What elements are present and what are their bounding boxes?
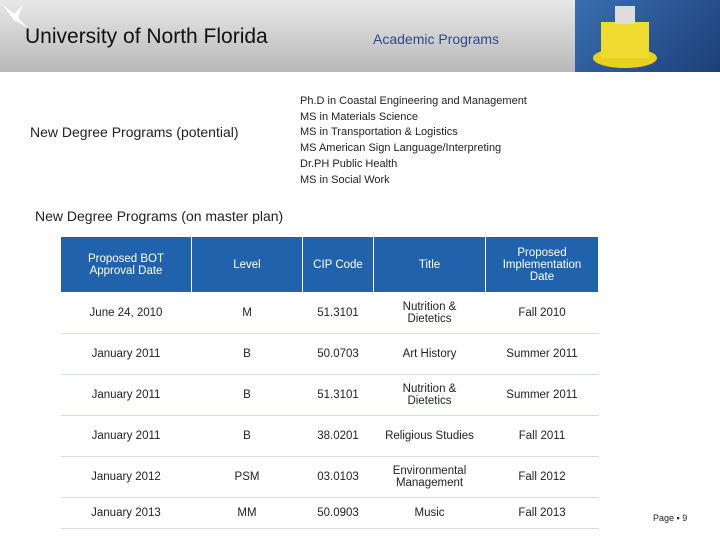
table-cell: January 2012 [60,456,192,498]
table-cell: 03.0103 [302,456,374,498]
column-header: Proposed BOT Approval Date [60,236,192,293]
table-cell: Fall 2012 [485,456,599,498]
logo [2,4,28,28]
table-row: January 2013 MM 50.0903 Music Fall 2013 [60,497,599,529]
table-cell: Art History [373,333,486,375]
table-cell: Fall 2010 [485,292,599,334]
table-row: January 2011 B 50.0703 Art History Summer 20… [60,333,599,375]
subtitle: Academic Programs [373,31,500,47]
program-item: MS in Social Work [300,173,390,186]
photo [575,0,720,72]
table-cell: 50.0703 [302,333,374,375]
table-row: June 24, 2010 M 51.3101 Nutrition & Dieteti… [60,292,599,334]
table-cell: January 2011 [60,333,192,375]
table-cell: PSM [191,456,303,498]
table-cell: January 2011 [60,415,192,457]
table-cell: Summer 2011 [485,333,599,375]
table-cell: 50.0903 [302,497,374,529]
column-header: CIP Code [302,236,374,293]
table-cell: Fall 2013 [485,497,599,529]
table-row: January 2012 PSM 03.0103 Environmental Mana… [60,456,599,498]
table-cell: June 24, 2010 [60,292,192,334]
buoy-image [593,6,657,68]
program-item: Ph.D in Coastal Engineering and Manageme… [300,95,527,107]
table-cell: M [191,292,303,334]
section-label: New Degree Programs (potential) [30,124,239,140]
program-list: Ph.D in Coastal Engineering and Manageme… [300,94,527,188]
program-item: MS in Materials Science [300,110,418,123]
table-cell: B [191,374,303,416]
table-cell: Religious Studies [373,415,486,457]
column-header: Proposed Implementation Date [485,236,599,293]
program-item: MS American Sign Language/Interpreting [300,142,502,155]
table-cell: Summer 2011 [485,374,599,416]
program-item: Dr.PH Public Health [300,157,398,170]
column-header: Title [373,236,486,293]
page-number: Page ▪ 9 [653,513,688,523]
table-cell: Nutrition & Dietetics [373,374,486,416]
table-cell: MM [191,497,303,529]
column-header: Level [191,236,303,293]
table-row: January 2011 B 51.3101 Nutrition & Dietetic… [60,374,599,416]
program-item: MS in Transportation & Logistics [300,126,458,139]
table-cell: January 2011 [60,374,192,416]
table-cell: 51.3101 [302,374,374,416]
table-cell: 38.0201 [302,415,374,457]
table-cell: Fall 2011 [485,415,599,457]
section-label: New Degree Programs (on master plan) [35,208,284,224]
table-cell: B [191,415,303,457]
title: University of North Florida [25,25,268,48]
programs-table: Proposed BOT Approval Date Level CIP Code T… [60,236,599,529]
table-cell: Music [373,497,486,529]
table-cell: January 2013 [60,497,192,529]
table-cell: B [191,333,303,375]
table-row: January 2011 B 38.0201 Religious Studies Fal… [60,415,599,457]
table-cell: Environmental Management [373,456,486,498]
table-cell: 51.3101 [302,292,374,334]
table-cell: Nutrition & Dietetics [373,292,486,334]
